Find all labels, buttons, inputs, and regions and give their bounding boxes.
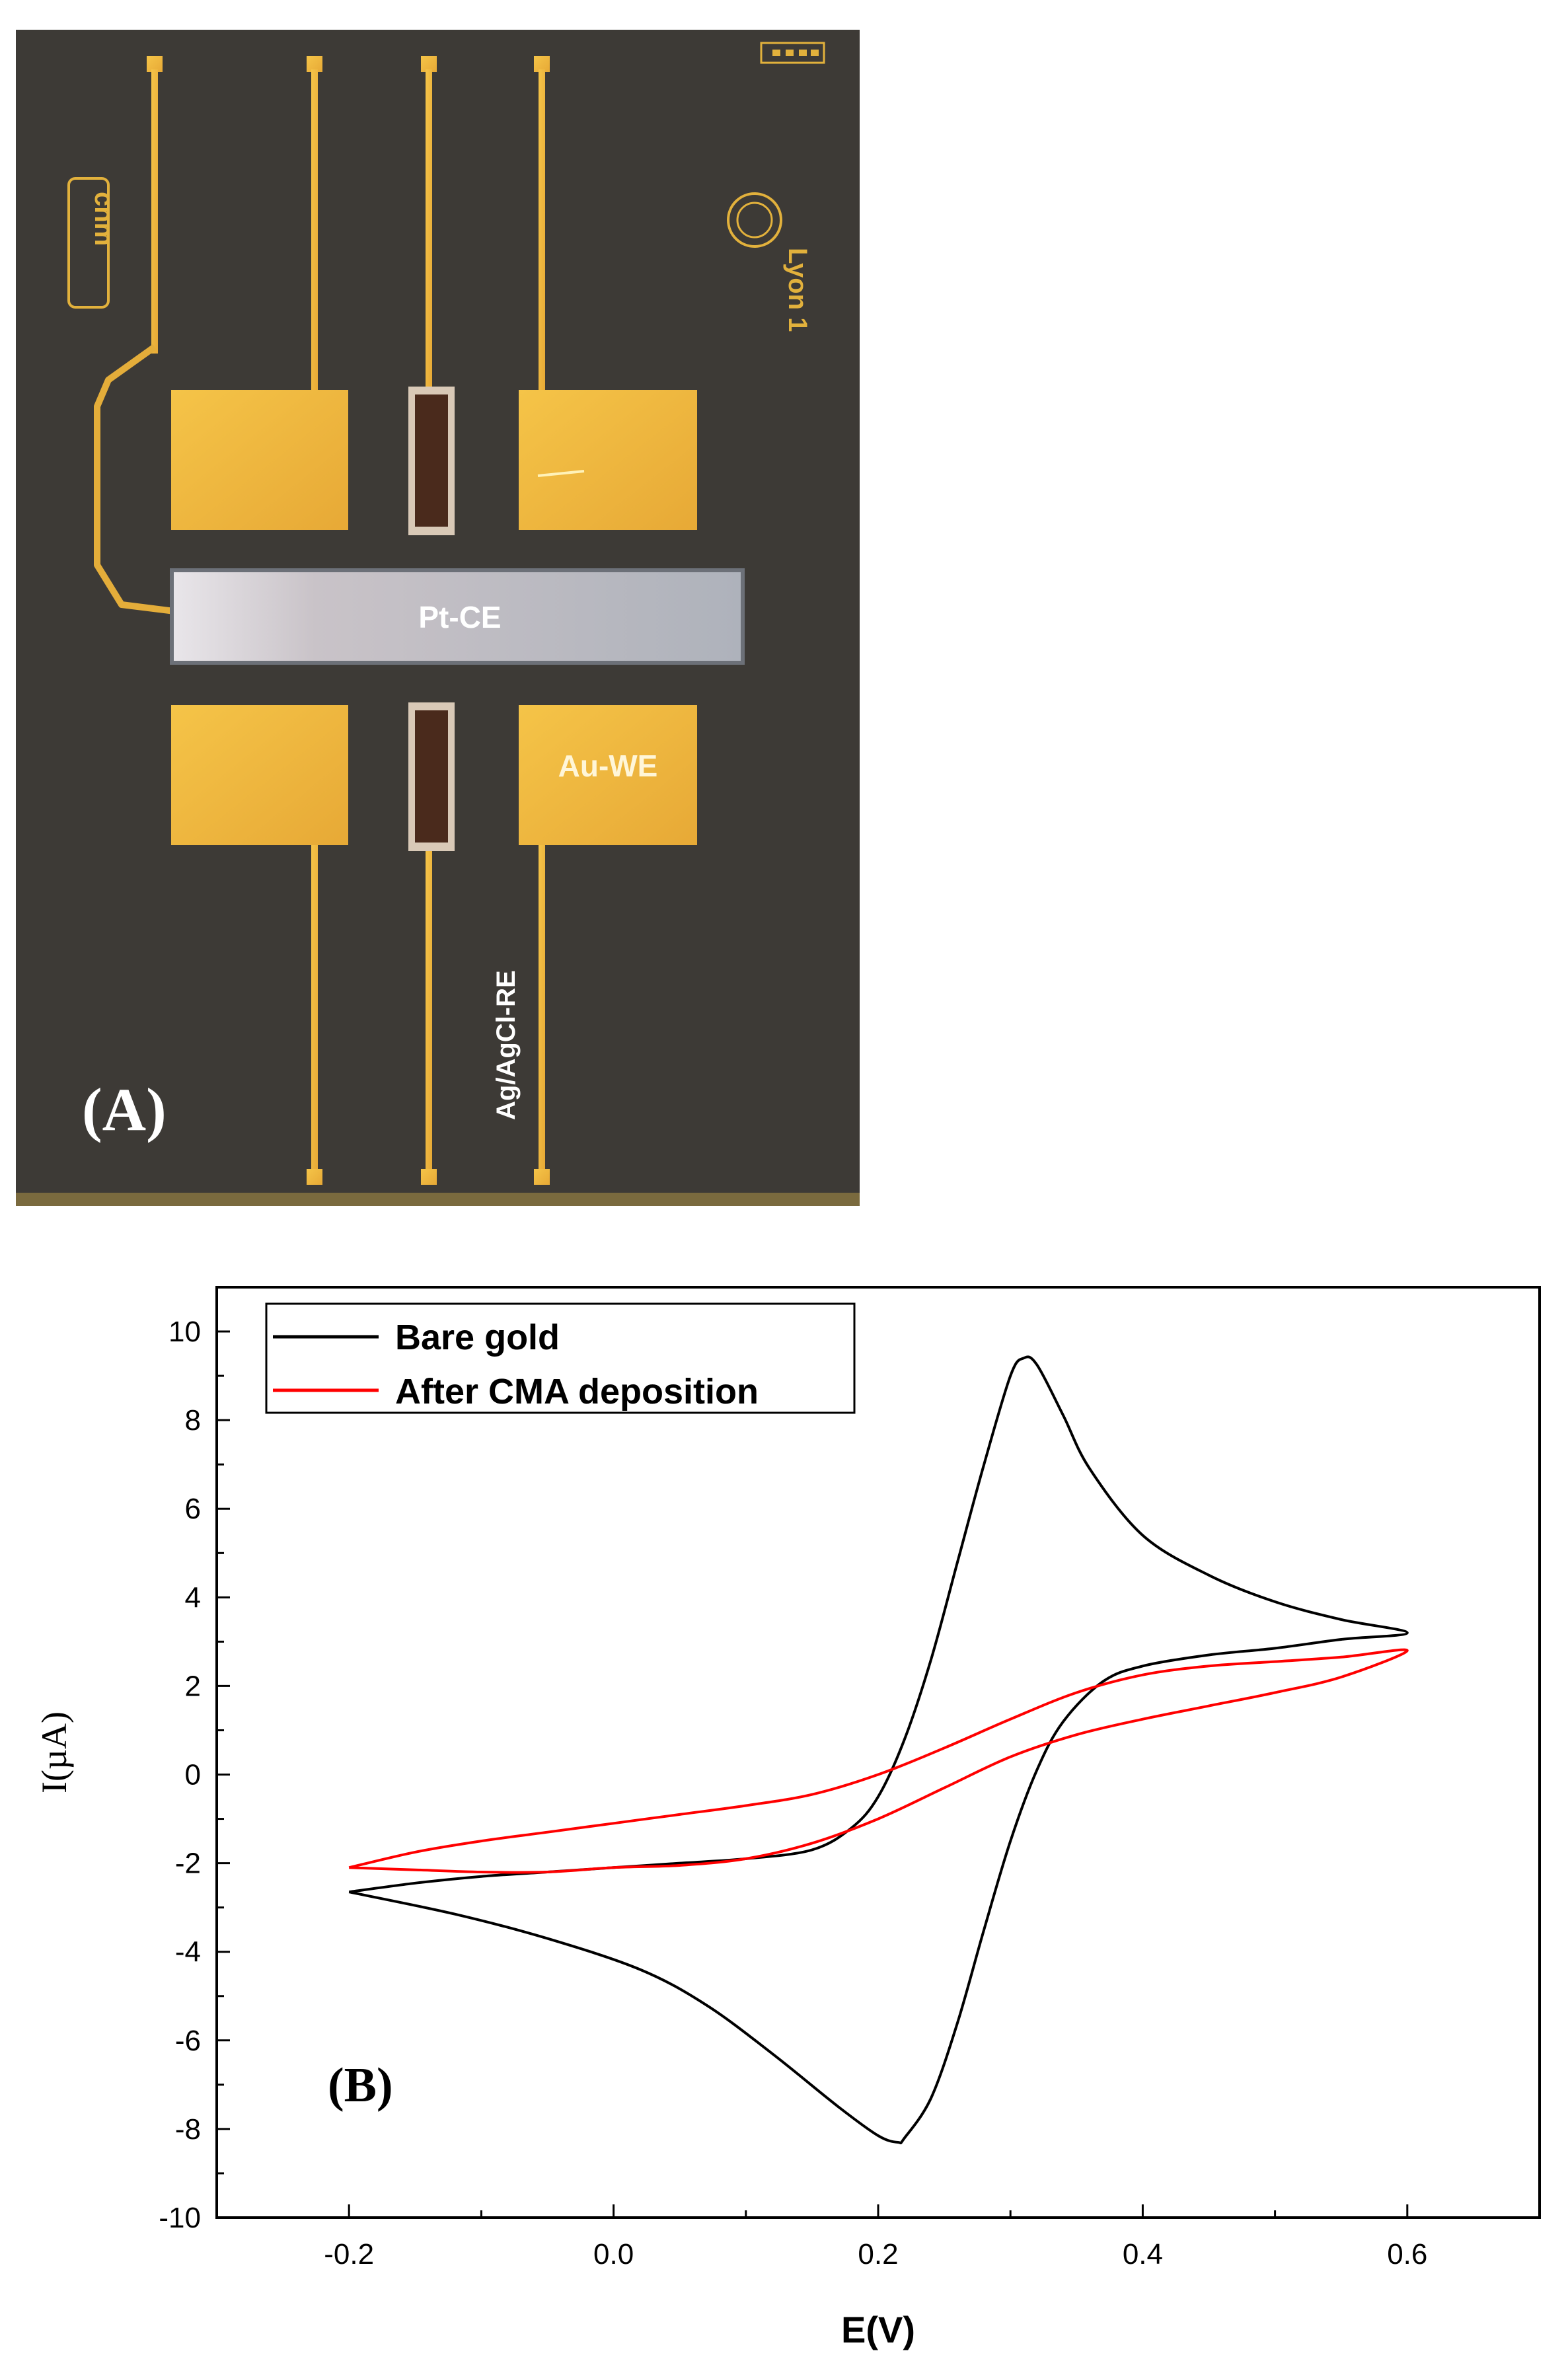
series-line-after-cma	[348, 1648, 1409, 1874]
reference-electrode-label: Ag/AgCl-RE	[492, 970, 521, 1120]
y-tick-label: 4	[185, 1581, 201, 1614]
x-tick-label: 0.2	[858, 2238, 898, 2270]
y-tick-label: -8	[175, 2113, 201, 2146]
y-tick-label: 8	[185, 1404, 201, 1437]
lower-left-gold-pad	[171, 705, 348, 845]
plot-area	[215, 1286, 1541, 2219]
cyclic-voltammetry-chart: -0.2 0.0 0.2 0.4 0.6 -10 -8 -6 -4 -2 0 2 4 6 8 10 Bare …	[34, 1286, 1541, 2350]
lyon1-logo: Lyon 1	[727, 192, 812, 332]
x-axis-title: E(V)	[841, 2309, 915, 2350]
y-tick-label: -10	[159, 2202, 201, 2234]
counter-electrode-trace	[94, 344, 175, 615]
y-tick-label: 2	[185, 1670, 201, 1702]
platinum-counter-electrode	[170, 568, 745, 665]
x-tick-label: 0.6	[1387, 2238, 1427, 2270]
series-line-bare-gold	[348, 1355, 1409, 2145]
svg-text:Lyon 1: Lyon 1	[783, 248, 812, 332]
y-tick-label: -6	[175, 2025, 201, 2057]
x-tick-label: 0.0	[593, 2238, 634, 2270]
bottom-traces	[307, 845, 550, 1185]
legend-box	[265, 1302, 856, 1414]
counter-electrode-label: Pt-CE	[418, 600, 501, 634]
upper-agcl-strip	[415, 394, 448, 527]
y-tick-label: 6	[185, 1493, 201, 1525]
panel-b-label: (B)	[328, 2058, 393, 2113]
upper-right-gold-pad	[519, 390, 697, 530]
series-layer	[348, 1355, 1409, 2145]
x-tick-label: -0.2	[324, 2238, 374, 2270]
y-tick-label: -2	[175, 1848, 201, 1880]
chip-edge	[16, 1193, 860, 1206]
working-electrode-label: Au-WE	[558, 749, 658, 783]
legend: Bare gold After CMA deposition	[265, 1302, 856, 1414]
x-tick-label: 0.4	[1123, 2238, 1163, 2270]
upper-left-gold-pad	[171, 390, 348, 530]
y-tick-label: -4	[175, 1936, 201, 1968]
working-electrode-pad	[519, 705, 697, 845]
y-tick-label: 10	[168, 1316, 201, 1348]
legend-label-after-cma: After CMA deposition	[395, 1372, 759, 1411]
electrode-chip-photo: Pt-CE Au-WE Ag/AgCl-RE cnm Lyon 1 (A)	[16, 30, 860, 1206]
svg-text:cnm: cnm	[89, 192, 118, 246]
y-tick-label: 0	[185, 1759, 201, 1791]
axes-layer: -0.2 0.0 0.2 0.4 0.6 -10 -8 -6 -4 -2 0 2 4 6 8 10	[159, 1316, 1427, 2270]
chip-id-mark	[760, 42, 825, 64]
cnm-logo: cnm	[67, 177, 118, 309]
y-axis-title: I(µA)	[34, 1711, 74, 1793]
panel-a-label: (A)	[82, 1076, 167, 1143]
legend-label-bare-gold: Bare gold	[395, 1318, 560, 1357]
top-traces	[147, 56, 550, 400]
lower-agcl-strip	[415, 710, 448, 843]
